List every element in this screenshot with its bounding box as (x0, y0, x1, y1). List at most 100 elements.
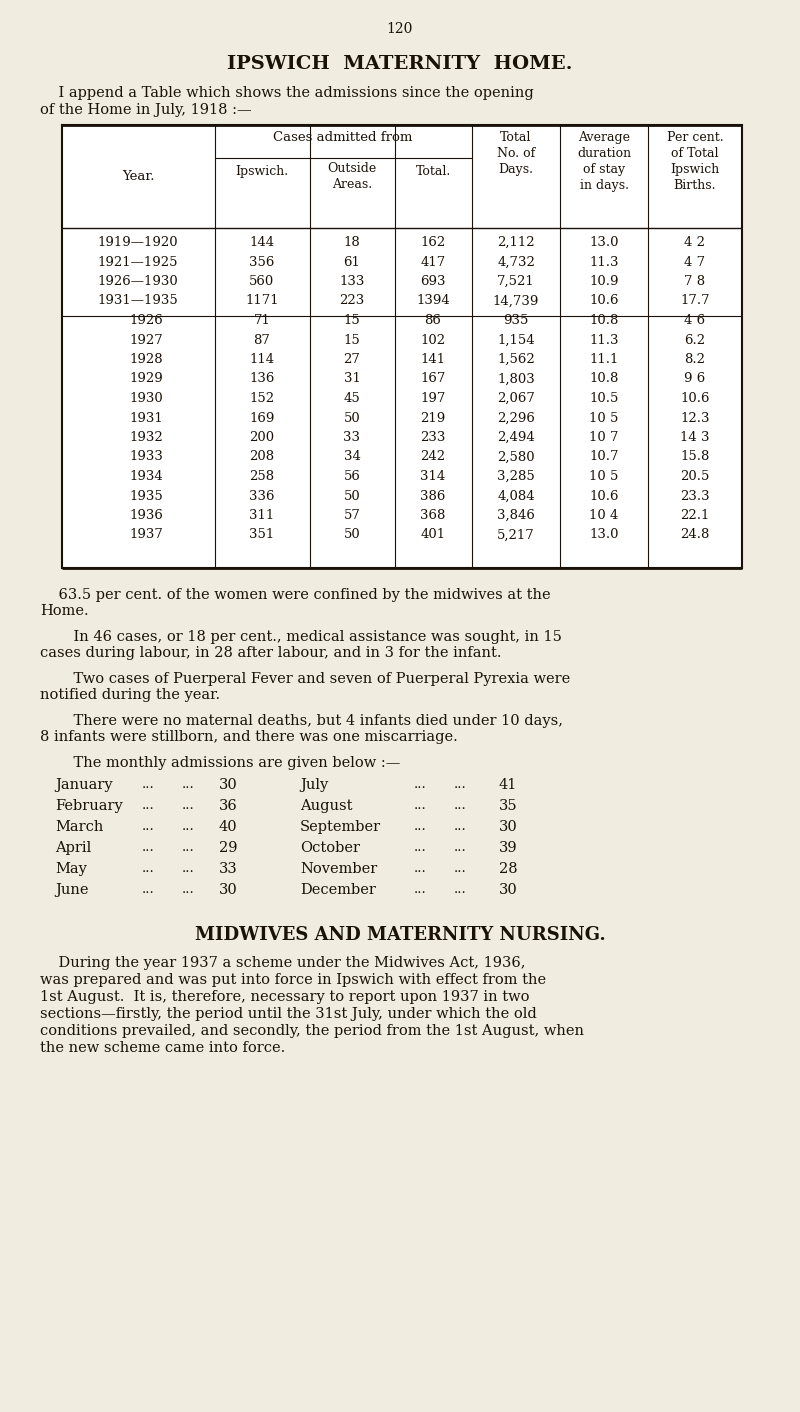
Text: 15: 15 (344, 313, 360, 328)
Text: 233: 233 (420, 431, 446, 443)
Text: 1928: 1928 (129, 353, 163, 366)
Text: 2,067: 2,067 (497, 393, 535, 405)
Text: 200: 200 (250, 431, 274, 443)
Text: 15.8: 15.8 (680, 450, 710, 463)
Text: September: September (300, 820, 381, 834)
Text: 242: 242 (421, 450, 446, 463)
Text: March: March (55, 820, 103, 834)
Text: 87: 87 (254, 333, 270, 346)
Text: 162: 162 (420, 236, 446, 249)
Text: 1st August.  It is, therefore, necessary to report upon 1937 in two: 1st August. It is, therefore, necessary … (40, 990, 530, 1004)
Text: 144: 144 (250, 236, 274, 249)
Text: Cases admitted from: Cases admitted from (274, 131, 413, 144)
Text: 18: 18 (344, 236, 360, 249)
Text: IPSWICH  MATERNITY  HOME.: IPSWICH MATERNITY HOME. (227, 55, 573, 73)
Text: November: November (300, 861, 378, 875)
Text: 61: 61 (343, 256, 361, 268)
Text: 208: 208 (250, 450, 274, 463)
Text: MIDWIVES AND MATERNITY NURSING.: MIDWIVES AND MATERNITY NURSING. (194, 926, 606, 945)
Text: 4 7: 4 7 (685, 256, 706, 268)
Text: 401: 401 (421, 528, 446, 541)
Text: 935: 935 (503, 313, 529, 328)
Text: ...: ... (142, 861, 154, 875)
Text: ...: ... (454, 778, 466, 791)
Text: ...: ... (414, 861, 426, 875)
Text: ...: ... (454, 882, 466, 897)
Text: 9 6: 9 6 (684, 373, 706, 385)
Text: ...: ... (142, 842, 154, 854)
Text: 4,732: 4,732 (497, 256, 535, 268)
Text: 39: 39 (498, 842, 518, 856)
Text: 63.5 per cent. of the women were confined by the midwives at the: 63.5 per cent. of the women were confine… (40, 587, 550, 602)
Text: was prepared and was put into force in Ipswich with effect from the: was prepared and was put into force in I… (40, 973, 546, 987)
Text: 10 5: 10 5 (590, 470, 618, 483)
Text: October: October (300, 842, 360, 856)
Text: 6.2: 6.2 (685, 333, 706, 346)
Text: 23.3: 23.3 (680, 490, 710, 503)
Text: 1935: 1935 (129, 490, 163, 503)
Text: 7 8: 7 8 (685, 275, 706, 288)
Text: 1926: 1926 (129, 313, 163, 328)
Text: 11.1: 11.1 (590, 353, 618, 366)
Text: 336: 336 (250, 490, 274, 503)
Text: 15: 15 (344, 333, 360, 346)
Text: 10.8: 10.8 (590, 313, 618, 328)
Text: 7,521: 7,521 (497, 275, 535, 288)
Text: ...: ... (182, 820, 194, 833)
Text: 1927: 1927 (129, 333, 163, 346)
Text: 314: 314 (420, 470, 446, 483)
Text: Total
No. of
Days.: Total No. of Days. (497, 131, 535, 176)
Text: 31: 31 (343, 373, 361, 385)
Text: ...: ... (182, 842, 194, 854)
Text: 28: 28 (498, 861, 518, 875)
Text: Year.: Year. (122, 169, 154, 184)
Text: 1394: 1394 (416, 295, 450, 308)
Text: Total.: Total. (415, 165, 450, 178)
Text: July: July (300, 778, 328, 792)
Text: 10.9: 10.9 (590, 275, 618, 288)
Text: 10 5: 10 5 (590, 411, 618, 425)
Text: 30: 30 (218, 882, 238, 897)
Text: ...: ... (414, 820, 426, 833)
Text: 1933: 1933 (129, 450, 163, 463)
Text: The monthly admissions are given below :—: The monthly admissions are given below :… (55, 755, 400, 770)
Text: 1936: 1936 (129, 508, 163, 522)
Text: 8 infants were stillborn, and there was one miscarriage.: 8 infants were stillborn, and there was … (40, 730, 458, 744)
Text: Per cent.
of Total
Ipswich
Births.: Per cent. of Total Ipswich Births. (666, 131, 723, 192)
Text: 29: 29 (218, 842, 238, 856)
Text: 36: 36 (218, 799, 238, 813)
Text: 24.8: 24.8 (680, 528, 710, 541)
Text: 2,580: 2,580 (497, 450, 535, 463)
Text: April: April (55, 842, 91, 856)
Text: Home.: Home. (40, 604, 89, 618)
Text: 1919—1920: 1919—1920 (98, 236, 178, 249)
Text: 17.7: 17.7 (680, 295, 710, 308)
Text: 50: 50 (344, 490, 360, 503)
Text: 45: 45 (344, 393, 360, 405)
Text: 27: 27 (343, 353, 361, 366)
Text: 50: 50 (344, 411, 360, 425)
Text: 1930: 1930 (129, 393, 163, 405)
Text: ...: ... (414, 778, 426, 791)
Text: 1937: 1937 (129, 528, 163, 541)
Text: ...: ... (414, 842, 426, 854)
Text: In 46 cases, or 18 per cent., medical assistance was sought, in 15: In 46 cases, or 18 per cent., medical as… (55, 630, 562, 644)
Text: 1932: 1932 (129, 431, 163, 443)
Text: 1,562: 1,562 (497, 353, 535, 366)
Text: 10.6: 10.6 (590, 490, 618, 503)
Text: 12.3: 12.3 (680, 411, 710, 425)
Text: ...: ... (182, 799, 194, 812)
Text: I append a Table which shows the admissions since the opening: I append a Table which shows the admissi… (40, 86, 534, 100)
Text: 11.3: 11.3 (590, 333, 618, 346)
Text: 86: 86 (425, 313, 442, 328)
Text: 14,739: 14,739 (493, 295, 539, 308)
Text: 417: 417 (420, 256, 446, 268)
Text: ...: ... (142, 820, 154, 833)
Text: Ipswich.: Ipswich. (235, 165, 289, 178)
Text: 114: 114 (250, 353, 274, 366)
Text: 1921—1925: 1921—1925 (98, 256, 178, 268)
Text: 133: 133 (339, 275, 365, 288)
Text: 41: 41 (499, 778, 517, 792)
Text: 30: 30 (218, 778, 238, 792)
Text: 219: 219 (420, 411, 446, 425)
